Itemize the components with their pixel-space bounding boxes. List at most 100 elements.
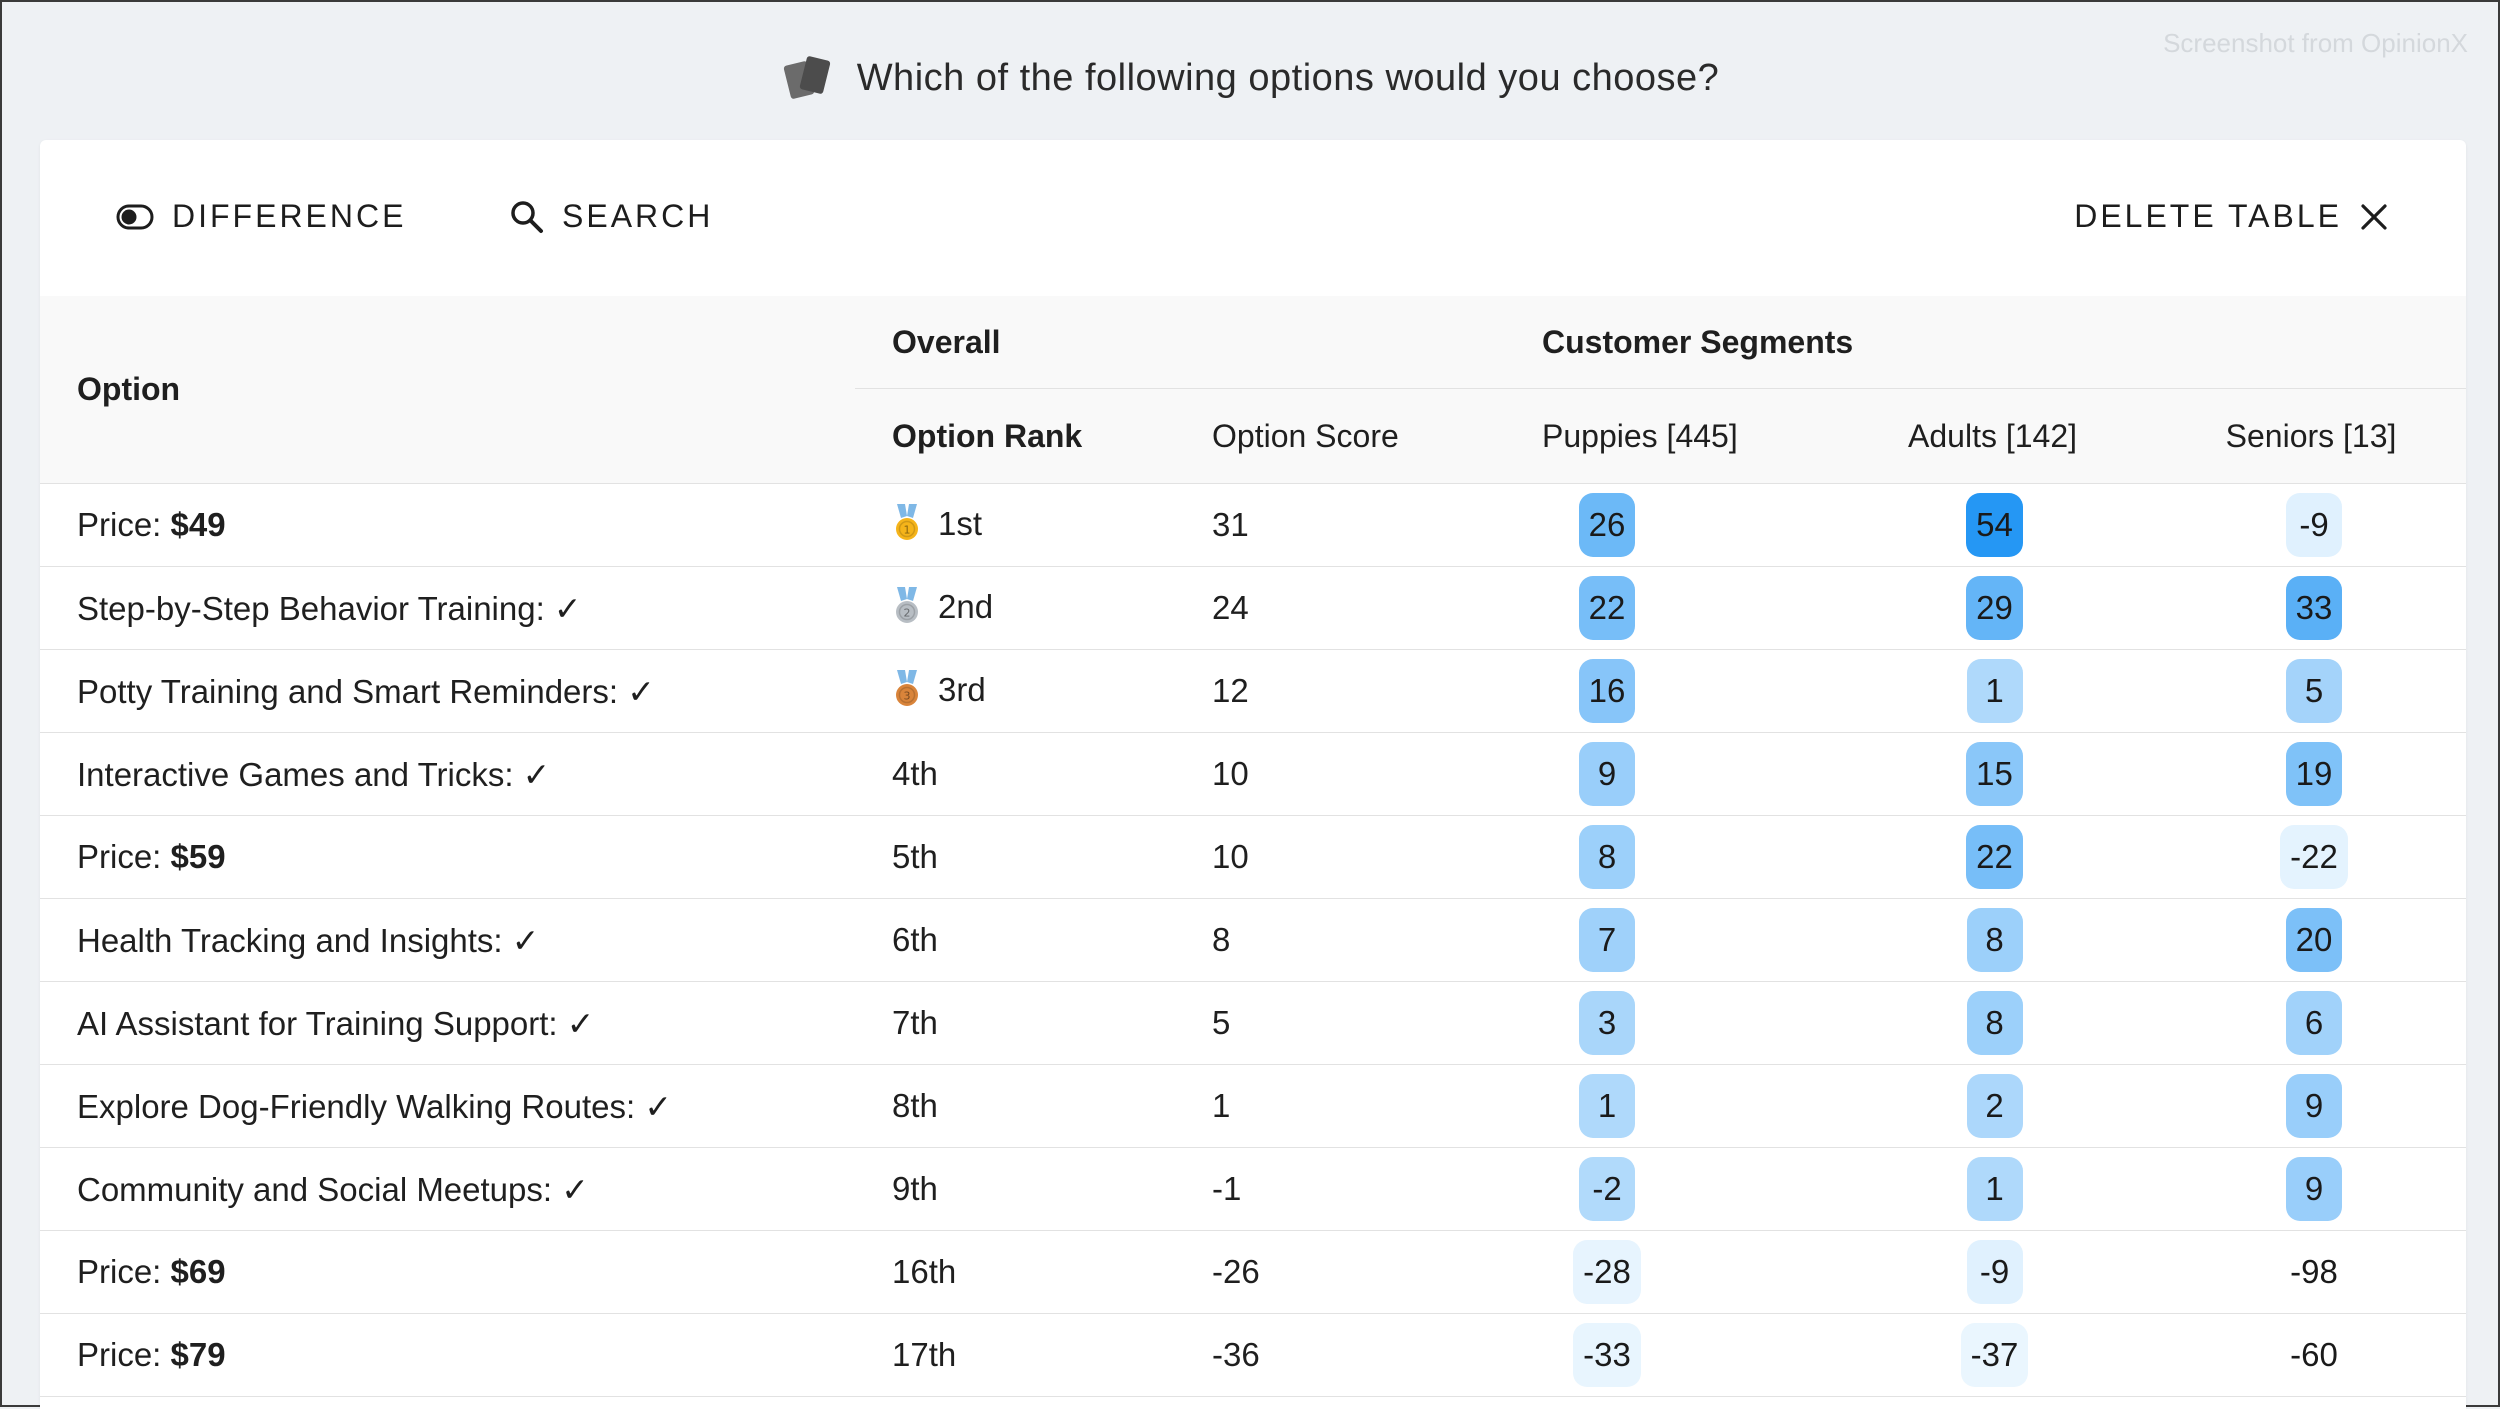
segment-cell-adults: 8 (1829, 981, 2157, 1065)
table-row: Step-by-Step Behavior Training: ✓ 2 2nd 2… (40, 566, 2466, 650)
table-row: Price: $59 5th 10 8 22 -22 (40, 815, 2466, 899)
table-row: Community and Social Meetups: ✓ 9th -1 -2 1 9 (40, 1147, 2466, 1231)
option-label: Potty Training and Smart Reminders: ✓ (77, 672, 655, 710)
segment-score-badge: 16 (1578, 659, 1636, 723)
segment-score-badge: 5 (2286, 659, 2343, 723)
rank-cell: 9th (855, 1147, 1175, 1231)
rank-value: 7th (892, 1004, 938, 1041)
segment-cell-seniors: -60 (2156, 1313, 2466, 1397)
option-cell: Price: $49 (40, 483, 855, 567)
segment-score-badge: 8 (1966, 991, 2023, 1055)
segment-cell-puppies: 9 (1505, 732, 1830, 816)
option-label: Community and Social Meetups: ✓ (77, 1170, 589, 1208)
search-button[interactable]: SEARCH (510, 198, 713, 235)
segment-cell-adults: 54 (1829, 483, 2157, 567)
svg-text:2: 2 (904, 607, 911, 620)
segment-score-badge: 8 (1966, 908, 2023, 972)
rank-value: 1st (938, 504, 983, 542)
segment-cell-puppies: 8 (1505, 815, 1830, 899)
rank-cell: 16th (855, 1230, 1175, 1314)
segment-cell-puppies: -2 (1505, 1147, 1830, 1231)
score-cell: 1 (1175, 1064, 1506, 1148)
score-cell: 24 (1175, 566, 1506, 650)
segment-cell-puppies: 1 (1505, 1064, 1830, 1148)
rank-cell: 7th (855, 981, 1175, 1065)
segment-header-seniors[interactable]: Seniors [13] (2156, 388, 2466, 484)
segment-header-adults[interactable]: Adults [142] (1829, 388, 2157, 484)
segment-score-badge: 26 (1578, 493, 1636, 557)
segment-score-badge: 20 (2285, 908, 2343, 972)
segment-cell-puppies: 16 (1505, 649, 1830, 733)
segment-score-badge: -37 (1960, 1323, 2029, 1387)
score-cell: 31 (1175, 483, 1506, 567)
segment-score-badge: 9 (2286, 1157, 2343, 1221)
segment-cell-adults: 29 (1829, 566, 2157, 650)
option-label: AI Assistant for Training Support: ✓ (77, 1004, 595, 1042)
segment-score-badge: 19 (2285, 742, 2343, 806)
segment-cell-seniors: -98 (2156, 1230, 2466, 1314)
rank-cell: 4th (855, 732, 1175, 816)
segment-score-badge: 1 (1966, 659, 2023, 723)
score-cell: 12 (1175, 649, 1506, 733)
rank-value: 8th (892, 1087, 938, 1124)
segment-cell-puppies: 3 (1505, 981, 1830, 1065)
results-table-body: Price: $49 1 1st 31 26 54 -9 Step-by-Step Beh… (40, 483, 2466, 1397)
option-cell: Health Tracking and Insights: ✓ (40, 898, 855, 982)
rank-cell: 5th (855, 815, 1175, 899)
difference-toggle-icon (116, 204, 154, 229)
score-cell: 10 (1175, 815, 1506, 899)
results-table-card: DIFFERENCE SEARCH DELETE TABLE (40, 140, 2466, 1409)
segment-score-badge: -22 (2280, 825, 2348, 889)
delete-table-label: DELETE TABLE (2074, 198, 2342, 234)
option-label: Interactive Games and Tricks: ✓ (77, 755, 551, 793)
option-label: Explore Dog-Friendly Walking Routes: ✓ (77, 1087, 672, 1125)
cards-icon (783, 56, 830, 99)
segment-cell-adults: 1 (1829, 1147, 2157, 1231)
option-rank-header[interactable]: Option Rank (855, 388, 1175, 484)
customer-segments-group-header: Customer Segments (1505, 296, 2466, 389)
segment-score-badge: 22 (1578, 576, 1636, 640)
table-row: AI Assistant for Training Support: ✓ 7th 5… (40, 981, 2466, 1065)
rank-value: 6th (892, 921, 938, 958)
segment-score-badge: 3 (1579, 991, 1636, 1055)
difference-toggle-button[interactable]: DIFFERENCE (116, 198, 406, 235)
rank-cell: 3 3rd (855, 649, 1175, 733)
segment-score-badge: -2 (1579, 1157, 1636, 1221)
option-cell: Explore Dog-Friendly Walking Routes: ✓ (40, 1064, 855, 1148)
segment-score-badge: -9 (2286, 493, 2343, 557)
segment-cell-seniors: 33 (2156, 566, 2466, 650)
segment-score-badge: 7 (1579, 908, 1636, 972)
option-label: Price: (77, 506, 171, 543)
rank-value: 2nd (938, 587, 994, 625)
segment-cell-puppies: 7 (1505, 898, 1830, 982)
search-label: SEARCH (562, 198, 714, 234)
option-score-header[interactable]: Option Score (1175, 388, 1506, 484)
option-label: Health Tracking and Insights: ✓ (77, 921, 540, 959)
rank-cell: 6th (855, 898, 1175, 982)
rank-cell: 1 1st (855, 483, 1175, 567)
option-cell: Interactive Games and Tricks: ✓ (40, 732, 855, 816)
score-cell: -26 (1175, 1230, 1506, 1314)
segment-cell-adults: 15 (1829, 732, 2157, 816)
segment-score-badge: 1 (1966, 1157, 2023, 1221)
segment-score-badge: 29 (1966, 576, 2023, 640)
segment-cell-adults: -9 (1829, 1230, 2157, 1314)
results-table: Option Overall Customer Segments Option … (40, 296, 2466, 1397)
svg-text:1: 1 (904, 524, 911, 537)
segment-header-puppies[interactable]: Puppies [445] (1505, 388, 1830, 484)
table-row: Price: $69 16th -26 -28 -9 -98 (40, 1230, 2466, 1314)
table-row: Price: $79 17th -36 -33 -37 -60 (40, 1313, 2466, 1397)
table-row: Health Tracking and Insights: ✓ 6th 8 7 8 20 (40, 898, 2466, 982)
option-label: Price: (77, 838, 171, 875)
segment-cell-seniors: 9 (2156, 1147, 2466, 1231)
option-price-value: $59 (170, 838, 226, 875)
rank-value: 4th (892, 755, 938, 792)
rank-value: 3rd (938, 670, 986, 708)
table-row: Price: $49 1 1st 31 26 54 -9 (40, 483, 2466, 567)
question-header: Which of the following options would you… (2, 54, 2498, 102)
segment-score-badge: 1 (1579, 1074, 1636, 1138)
silver-medal-icon: 2 (892, 587, 922, 625)
segment-score-badge: -33 (1573, 1323, 1641, 1387)
delete-table-button[interactable]: DELETE TABLE (2074, 198, 2388, 235)
search-icon (511, 200, 543, 233)
